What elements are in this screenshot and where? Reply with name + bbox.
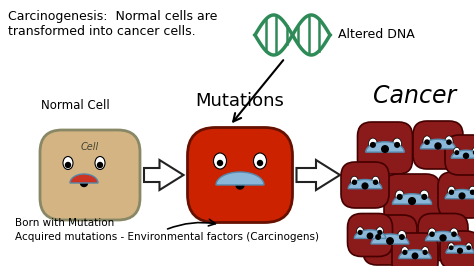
Polygon shape [420,139,456,149]
Ellipse shape [368,138,377,149]
Ellipse shape [392,138,401,149]
Polygon shape [297,160,340,190]
Circle shape [400,235,404,239]
Ellipse shape [421,247,429,256]
FancyBboxPatch shape [440,231,474,266]
Circle shape [367,233,373,239]
Circle shape [362,183,368,189]
Polygon shape [70,174,98,183]
Circle shape [236,181,244,189]
Ellipse shape [445,136,453,147]
Ellipse shape [423,136,431,147]
Ellipse shape [428,228,436,238]
Circle shape [430,232,434,236]
Circle shape [218,160,222,165]
Ellipse shape [356,227,364,236]
Circle shape [403,250,407,254]
Ellipse shape [372,176,379,186]
Circle shape [422,194,427,199]
Polygon shape [366,142,404,152]
Ellipse shape [254,153,266,169]
Circle shape [457,248,463,253]
Ellipse shape [398,231,406,242]
FancyBboxPatch shape [445,135,474,175]
FancyBboxPatch shape [188,127,292,222]
Ellipse shape [450,228,458,238]
FancyBboxPatch shape [357,122,412,174]
FancyBboxPatch shape [438,172,474,218]
Circle shape [459,193,465,199]
Circle shape [81,180,88,186]
Circle shape [378,231,382,234]
Ellipse shape [472,147,474,156]
Text: Mutations: Mutations [196,92,284,110]
FancyBboxPatch shape [392,233,438,266]
Text: Normal Cell: Normal Cell [41,99,109,112]
Circle shape [409,198,415,204]
Circle shape [387,238,393,244]
Ellipse shape [469,186,474,196]
Circle shape [382,146,388,152]
Polygon shape [446,246,474,253]
Circle shape [467,246,471,250]
Text: Altered DNA: Altered DNA [338,28,415,41]
Circle shape [435,143,441,149]
Circle shape [98,163,102,168]
FancyBboxPatch shape [384,174,440,226]
Text: Born with Mutation: Born with Mutation [15,218,114,228]
Polygon shape [348,180,382,189]
Circle shape [353,180,356,184]
Ellipse shape [395,190,404,202]
Polygon shape [392,194,432,204]
Ellipse shape [401,247,409,256]
Polygon shape [399,250,431,259]
Ellipse shape [376,227,383,236]
Polygon shape [144,160,183,190]
Circle shape [449,246,453,250]
Circle shape [425,140,429,144]
Circle shape [452,232,456,236]
Ellipse shape [351,176,358,186]
Ellipse shape [374,231,383,242]
Polygon shape [216,172,264,185]
Circle shape [447,140,451,144]
Circle shape [440,235,446,241]
Polygon shape [451,150,474,158]
Polygon shape [354,230,386,238]
Text: Cell: Cell [81,142,99,152]
Text: Acquired mutations - Environmental factors (Carcinogens): Acquired mutations - Environmental facto… [15,232,319,242]
Ellipse shape [213,153,227,169]
Circle shape [371,143,375,147]
Circle shape [412,253,418,259]
Circle shape [449,190,454,194]
FancyBboxPatch shape [341,162,389,208]
Circle shape [455,151,458,154]
Ellipse shape [448,243,455,251]
Circle shape [395,143,400,147]
Polygon shape [426,231,461,241]
Circle shape [423,250,427,254]
FancyBboxPatch shape [347,214,392,256]
FancyBboxPatch shape [413,121,463,169]
Circle shape [358,231,362,234]
FancyBboxPatch shape [363,215,417,265]
Circle shape [257,160,263,165]
FancyBboxPatch shape [418,214,468,260]
Ellipse shape [454,147,460,156]
Circle shape [376,235,381,239]
Ellipse shape [95,156,105,169]
Text: Carcinogenesis:  Normal cells are
transformed into cancer cells.: Carcinogenesis: Normal cells are transfo… [8,10,218,38]
Circle shape [471,190,474,194]
Circle shape [374,180,378,184]
Polygon shape [371,234,409,244]
Circle shape [65,163,71,168]
Text: Cancer: Cancer [374,84,456,108]
Polygon shape [445,189,474,199]
Ellipse shape [447,186,456,196]
FancyBboxPatch shape [40,130,140,220]
Ellipse shape [420,190,429,202]
Ellipse shape [465,243,472,251]
Ellipse shape [63,156,73,169]
Circle shape [397,194,402,199]
